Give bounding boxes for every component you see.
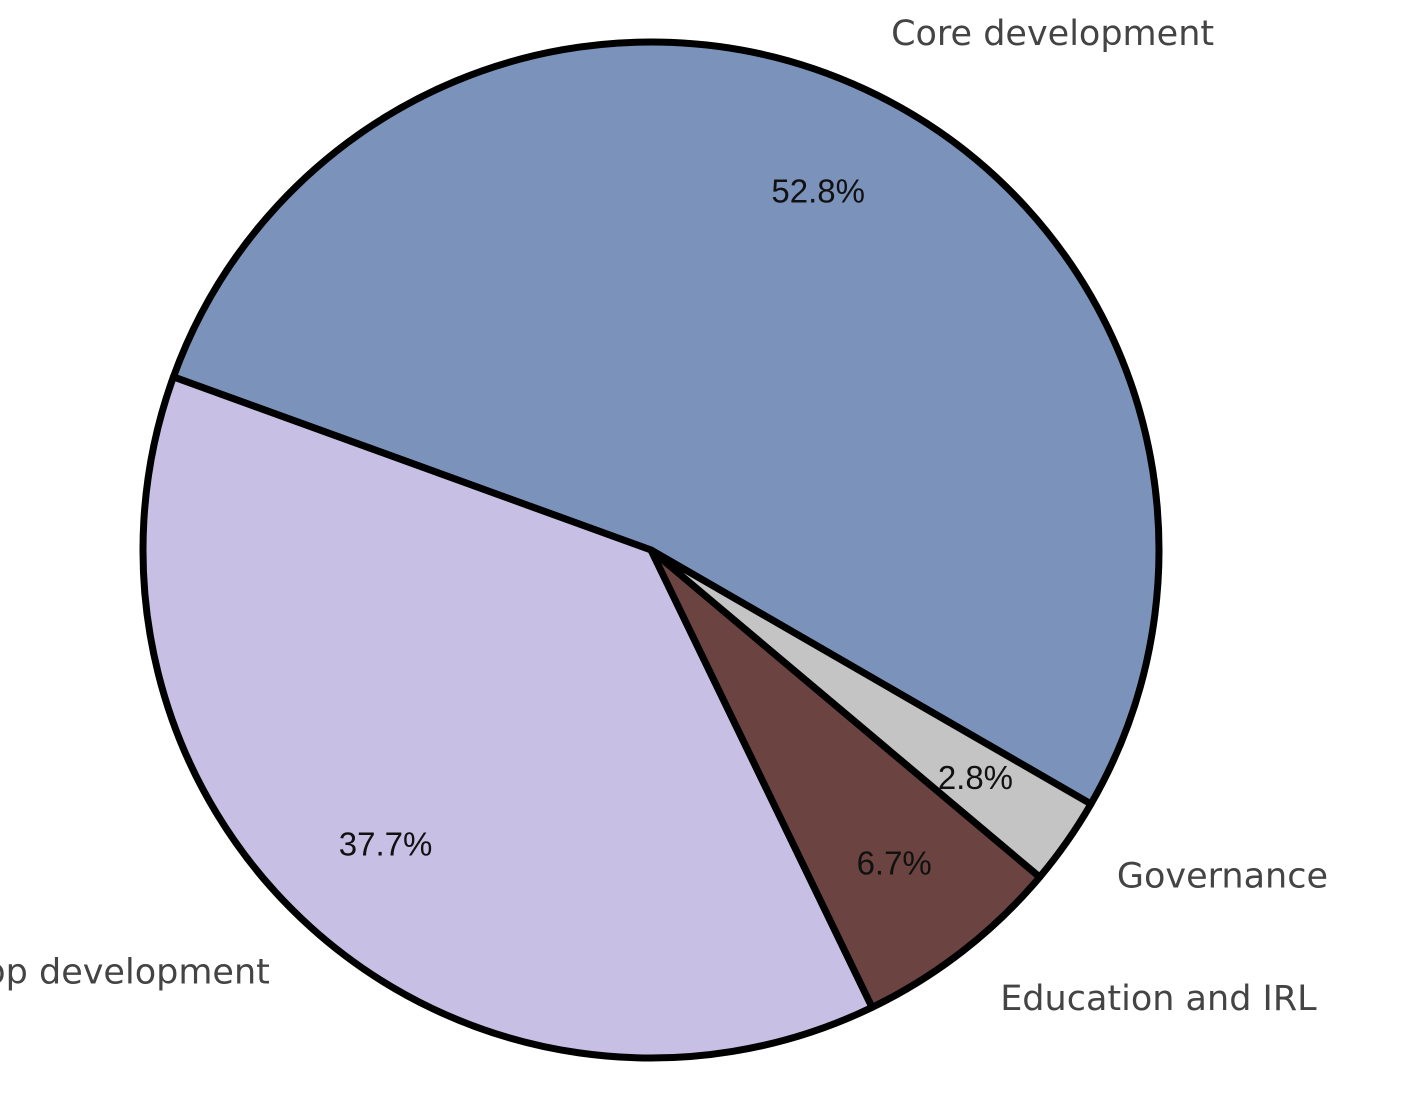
pie-slice-core-development [169, 38, 1163, 808]
pie-slice-app-development [139, 373, 876, 1062]
category-label-app-development: App development [0, 952, 270, 992]
percent-label-governance: 2.8% [938, 759, 1013, 796]
percent-label-core-development: 52.8% [771, 172, 865, 209]
percent-label-education-and-irl: 6.7% [857, 844, 932, 881]
category-label-education-and-irl: Education and IRL [1000, 979, 1317, 1019]
pie-slices [139, 38, 1163, 1062]
category-label-governance: Governance [1117, 857, 1328, 897]
percent-label-app-development: 37.7% [339, 826, 433, 863]
pie-slice-governance [647, 546, 1095, 881]
category-labels: Core development App development Education… [0, 14, 1328, 1019]
percent-labels: 52.8% 37.7% 6.7% 2.8% [339, 172, 1013, 881]
pie-slice-education-and-irl [647, 546, 1044, 1011]
category-label-core-development: Core development [891, 14, 1214, 54]
